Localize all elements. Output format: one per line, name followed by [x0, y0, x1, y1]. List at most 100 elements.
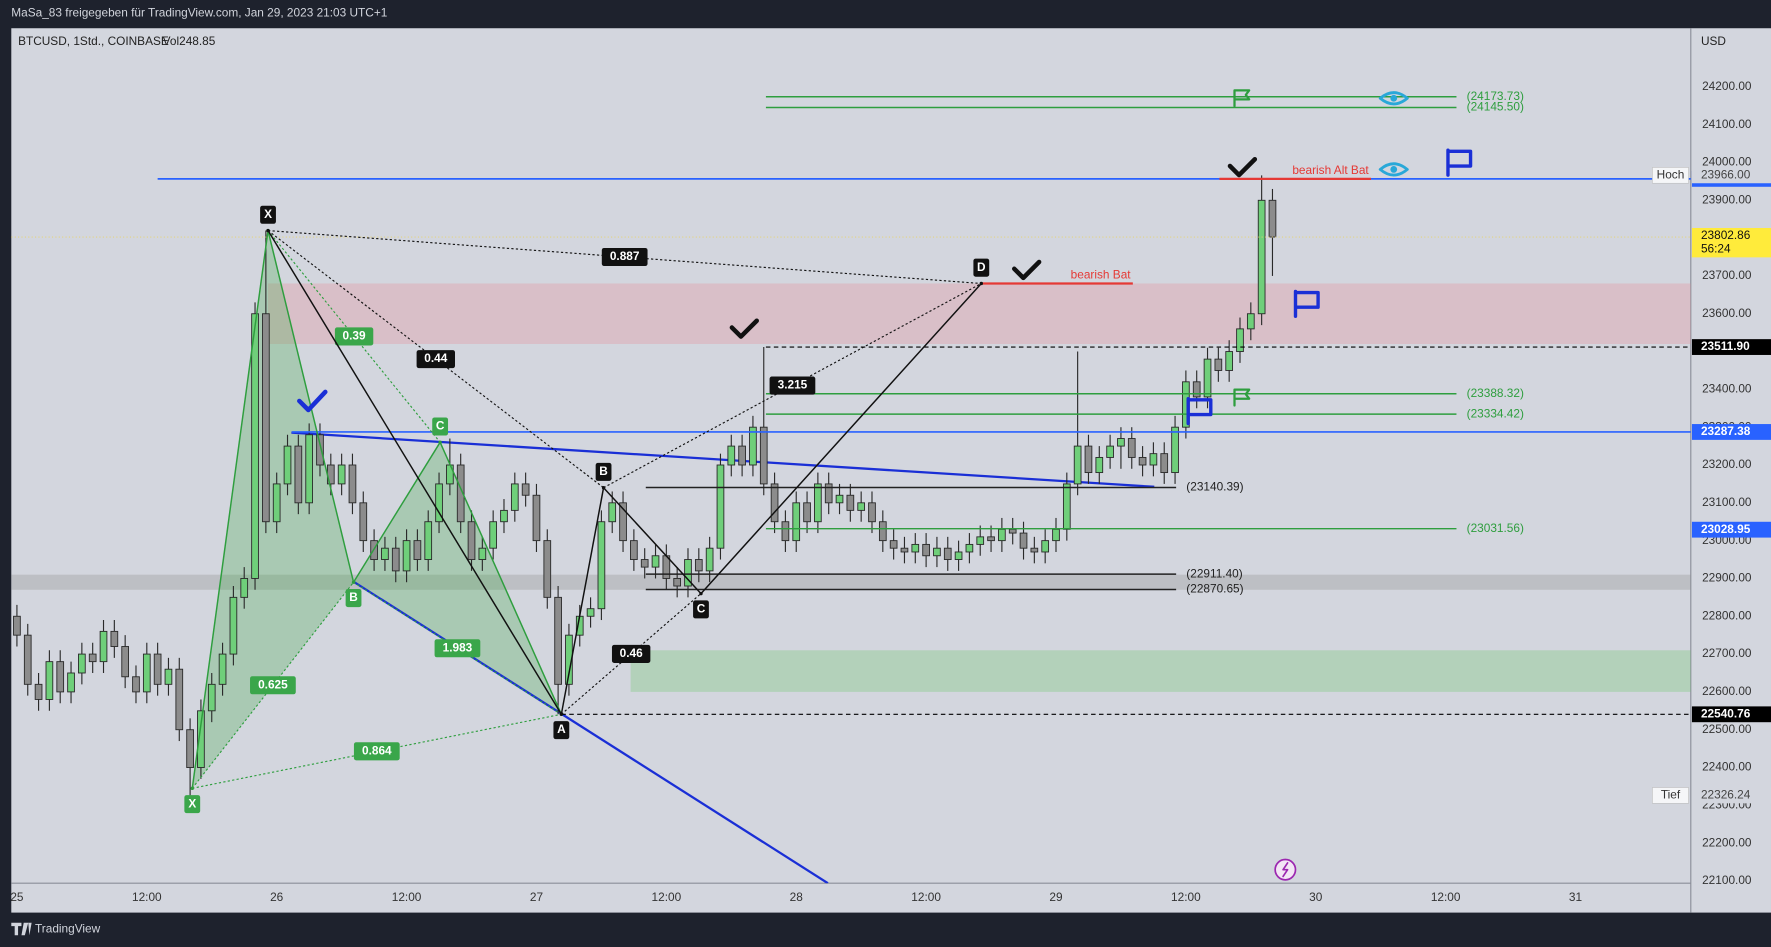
candle-body [164, 668, 173, 685]
pattern-leg [191, 230, 269, 789]
candle-body [1052, 528, 1060, 542]
candle-body [619, 502, 627, 542]
ratio-label: 0.46 [620, 646, 643, 660]
price-badge-label: 23511.90 [1701, 339, 1750, 353]
candle-body [294, 445, 303, 504]
trend-line [291, 431, 1155, 488]
candle-body [305, 434, 314, 504]
candle-body [348, 464, 357, 504]
price-badge-label: 23287.38 [1701, 424, 1751, 438]
candle-body [1073, 445, 1082, 485]
level-label: (22870.65) [1186, 582, 1243, 596]
candle-body [240, 577, 249, 598]
candle-body [1214, 358, 1223, 371]
pattern-ratio-line [191, 581, 354, 789]
check-icon [1011, 259, 1042, 281]
y-tick-label: 23900.00 [1702, 192, 1752, 206]
candle-body [456, 464, 465, 523]
point-label: X [264, 207, 272, 221]
point-label: A [557, 722, 566, 736]
candle-body [467, 521, 476, 560]
candle-body [565, 634, 573, 685]
y-tick-label: 23600.00 [1702, 306, 1752, 320]
price-badge [1691, 424, 1771, 440]
point-label-box [432, 417, 449, 436]
candle-body [651, 555, 660, 568]
candle-body [1084, 445, 1093, 474]
ratio-box [769, 376, 816, 395]
candle-body [640, 559, 649, 568]
y-tick-label: 22700.00 [1702, 646, 1752, 660]
candle-body [1160, 453, 1169, 474]
candle-body [889, 540, 898, 549]
y-tick-label: 23200.00 [1702, 457, 1752, 471]
candle-body [1203, 358, 1212, 398]
candle-body [1192, 381, 1201, 398]
candle-body [694, 559, 703, 572]
point-label: B [599, 464, 608, 478]
candle-body [381, 547, 389, 560]
candle-body [781, 521, 790, 542]
candle-body [435, 483, 443, 523]
candle-body [857, 502, 866, 511]
candle-body [608, 502, 617, 523]
candle-body [1171, 426, 1179, 474]
extreme-label: 23966.00 [1701, 167, 1751, 181]
candle-body [121, 646, 129, 678]
pattern-ratio-line [603, 282, 982, 489]
candle-body [543, 540, 552, 598]
candle-body [586, 608, 595, 617]
candle-body [110, 630, 119, 647]
pattern-leg [439, 442, 563, 715]
ratio-box [250, 676, 296, 695]
candle-body [1225, 351, 1234, 371]
pattern-name: bearish Bat [1071, 268, 1132, 282]
candle-body [78, 653, 86, 674]
pattern-name: bearish Alt Bat [1292, 163, 1369, 177]
x-tick-label: 26 [270, 890, 284, 904]
volume: Vol248.85 [163, 34, 216, 48]
point-label: C [436, 419, 445, 433]
candle-body [868, 502, 876, 523]
candle-body [814, 483, 822, 523]
point-label-box [973, 258, 990, 277]
candle-body [1019, 532, 1028, 549]
x-tick-label: 12:00 [392, 890, 422, 904]
candle-body [878, 521, 887, 542]
countdown: 56:24 [1701, 242, 1731, 256]
candle-body [1138, 456, 1147, 466]
level-label: (22911.40) [1186, 566, 1242, 580]
candle-body [23, 634, 32, 685]
candles [13, 175, 1277, 796]
price-badge-label: 23028.95 [1701, 522, 1751, 536]
point-label-box [595, 462, 612, 481]
candle-body [153, 653, 162, 685]
candle-body [132, 676, 140, 693]
pattern-point [559, 712, 564, 716]
y-tick-label: 22600.00 [1702, 684, 1752, 698]
extreme-tag [1652, 787, 1689, 804]
y-tick-label: 22200.00 [1702, 835, 1752, 849]
x-tick-label: 12:00 [652, 890, 682, 904]
x-tick-label: 28 [790, 890, 804, 904]
extreme-tag [1652, 167, 1689, 184]
candle-body [229, 596, 238, 655]
candle-body [424, 521, 433, 560]
candle-body [684, 559, 692, 587]
candle-body [337, 464, 346, 485]
ratio-box [601, 247, 648, 267]
ratio-label: 0.864 [362, 743, 392, 757]
pattern-ratio-line [192, 713, 562, 789]
candle-body [900, 547, 909, 553]
candle-body [197, 710, 205, 768]
y-tick-label: 22500.00 [1702, 722, 1752, 736]
x-tick-label: 12:00 [1171, 890, 1201, 904]
candle-body [911, 543, 920, 553]
ratio-box [611, 644, 651, 663]
pattern-point [438, 440, 442, 445]
candle-body [1268, 199, 1277, 238]
level-label: (24145.50) [1467, 100, 1524, 114]
y-tick-label: 24100.00 [1702, 117, 1752, 131]
point-label: C [697, 602, 706, 616]
pattern-point [601, 485, 606, 490]
